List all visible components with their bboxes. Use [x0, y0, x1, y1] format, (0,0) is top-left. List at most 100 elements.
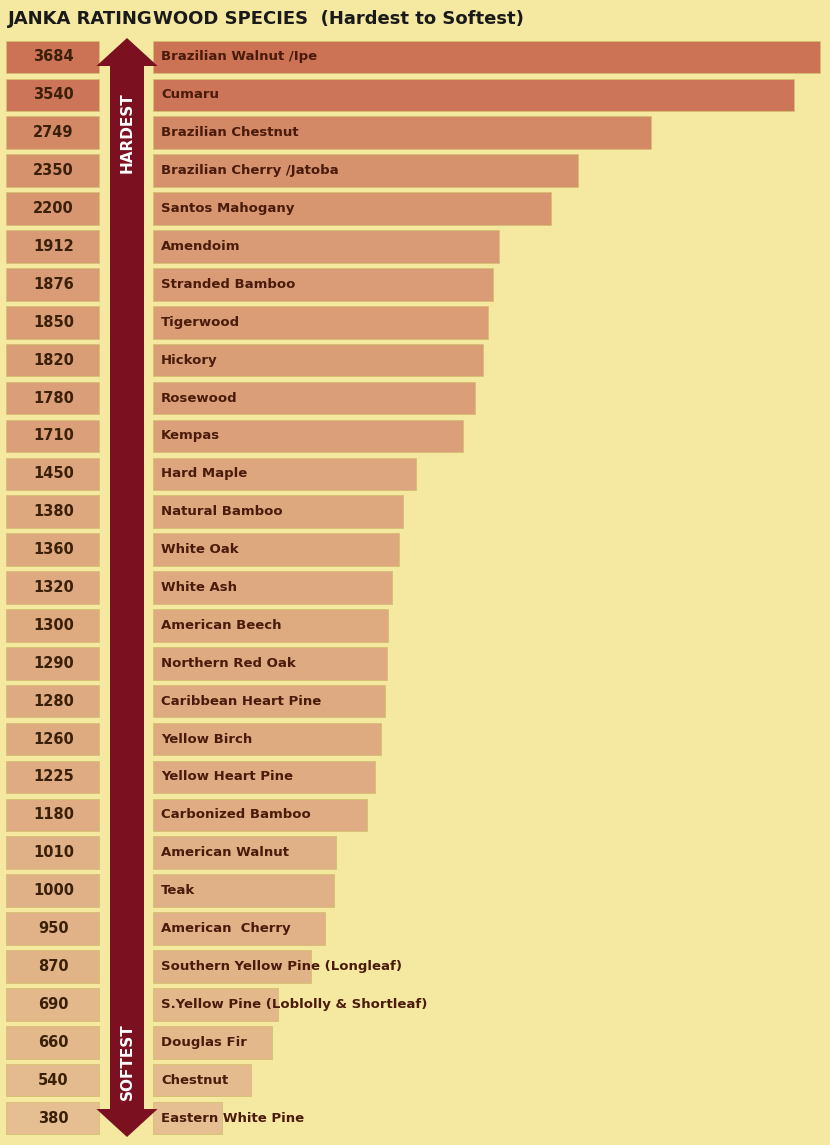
- Bar: [153, 913, 325, 945]
- Bar: [153, 1101, 222, 1135]
- Text: 950: 950: [38, 921, 69, 937]
- Text: American Walnut: American Walnut: [161, 846, 289, 859]
- Text: Amendoim: Amendoim: [161, 240, 241, 253]
- Bar: [153, 381, 476, 414]
- Text: 3684: 3684: [33, 49, 74, 64]
- Polygon shape: [96, 38, 158, 66]
- Text: 2200: 2200: [33, 202, 74, 216]
- Text: 690: 690: [38, 997, 69, 1012]
- Bar: [6, 344, 99, 377]
- Bar: [153, 798, 367, 831]
- Text: 1360: 1360: [33, 542, 74, 558]
- Bar: [153, 988, 278, 1020]
- Bar: [6, 722, 99, 756]
- Text: 1290: 1290: [33, 656, 74, 671]
- Bar: [153, 647, 387, 680]
- Text: 1010: 1010: [33, 845, 74, 860]
- Bar: [153, 722, 381, 756]
- Text: 1450: 1450: [33, 466, 74, 481]
- Bar: [6, 647, 99, 680]
- Polygon shape: [96, 1110, 158, 1137]
- Bar: [153, 1026, 272, 1059]
- Text: 3540: 3540: [33, 87, 74, 102]
- Text: 1260: 1260: [33, 732, 74, 747]
- Bar: [6, 760, 99, 793]
- Bar: [110, 66, 144, 1110]
- Bar: [153, 79, 794, 111]
- Text: Northern Red Oak: Northern Red Oak: [161, 657, 295, 670]
- Text: Rosewood: Rosewood: [161, 392, 237, 404]
- Bar: [6, 381, 99, 414]
- Bar: [153, 192, 551, 224]
- Bar: [153, 837, 336, 869]
- Text: Cumaru: Cumaru: [161, 88, 219, 102]
- Text: Santos Mahogany: Santos Mahogany: [161, 202, 295, 215]
- Text: Hickory: Hickory: [161, 354, 217, 366]
- Text: 1820: 1820: [33, 353, 74, 368]
- Text: 1300: 1300: [33, 618, 74, 633]
- Bar: [153, 306, 488, 339]
- Bar: [6, 155, 99, 187]
- Text: American Beech: American Beech: [161, 619, 281, 632]
- Bar: [6, 913, 99, 945]
- Text: 1180: 1180: [33, 807, 74, 822]
- Text: 870: 870: [38, 960, 69, 974]
- Bar: [153, 230, 499, 262]
- Bar: [153, 571, 392, 603]
- Text: 540: 540: [38, 1073, 69, 1088]
- Text: 1876: 1876: [33, 277, 74, 292]
- Text: 1850: 1850: [33, 315, 74, 330]
- Text: Caribbean Heart Pine: Caribbean Heart Pine: [161, 695, 321, 708]
- Bar: [153, 268, 493, 301]
- Text: Eastern White Pine: Eastern White Pine: [161, 1112, 304, 1124]
- Text: 1710: 1710: [33, 428, 74, 443]
- Bar: [153, 534, 399, 566]
- Text: Brazilian Walnut /Ipe: Brazilian Walnut /Ipe: [161, 50, 317, 63]
- Bar: [6, 609, 99, 641]
- Bar: [6, 571, 99, 603]
- Bar: [6, 79, 99, 111]
- Text: 1380: 1380: [33, 504, 74, 519]
- Bar: [6, 988, 99, 1020]
- Text: 1225: 1225: [33, 769, 74, 784]
- Bar: [6, 458, 99, 490]
- Text: SOFTEST: SOFTEST: [120, 1022, 134, 1099]
- Bar: [153, 117, 651, 149]
- Bar: [6, 875, 99, 907]
- Text: Teak: Teak: [161, 884, 195, 898]
- Text: S.Yellow Pine (Loblolly & Shortleaf): S.Yellow Pine (Loblolly & Shortleaf): [161, 997, 427, 1011]
- Bar: [153, 685, 385, 718]
- Text: Carbonized Bamboo: Carbonized Bamboo: [161, 808, 310, 821]
- Text: Douglas Fir: Douglas Fir: [161, 1036, 247, 1049]
- Bar: [6, 685, 99, 718]
- Bar: [153, 950, 310, 982]
- Bar: [6, 798, 99, 831]
- Bar: [6, 1026, 99, 1059]
- Bar: [153, 155, 579, 187]
- Text: HARDEST: HARDEST: [120, 93, 134, 173]
- Bar: [6, 1101, 99, 1135]
- Bar: [153, 760, 375, 793]
- Bar: [6, 534, 99, 566]
- Bar: [6, 192, 99, 224]
- Text: Natural Bamboo: Natural Bamboo: [161, 505, 283, 519]
- Text: Stranded Bamboo: Stranded Bamboo: [161, 278, 295, 291]
- Text: JANKA RATING: JANKA RATING: [8, 10, 153, 27]
- Text: Yellow Birch: Yellow Birch: [161, 733, 252, 745]
- Text: WOOD SPECIES  (Hardest to Softest): WOOD SPECIES (Hardest to Softest): [153, 10, 524, 27]
- Bar: [6, 306, 99, 339]
- Bar: [153, 875, 334, 907]
- Text: 1000: 1000: [33, 883, 74, 898]
- Bar: [153, 609, 388, 641]
- Text: Brazilian Chestnut: Brazilian Chestnut: [161, 126, 299, 140]
- Text: White Oak: White Oak: [161, 543, 239, 556]
- Text: 660: 660: [38, 1035, 69, 1050]
- Text: Yellow Heart Pine: Yellow Heart Pine: [161, 771, 293, 783]
- Bar: [153, 496, 403, 528]
- Text: 1320: 1320: [33, 581, 74, 595]
- Text: 1780: 1780: [33, 390, 74, 405]
- Text: 2749: 2749: [33, 125, 74, 140]
- Bar: [153, 344, 482, 377]
- Bar: [6, 117, 99, 149]
- Bar: [6, 496, 99, 528]
